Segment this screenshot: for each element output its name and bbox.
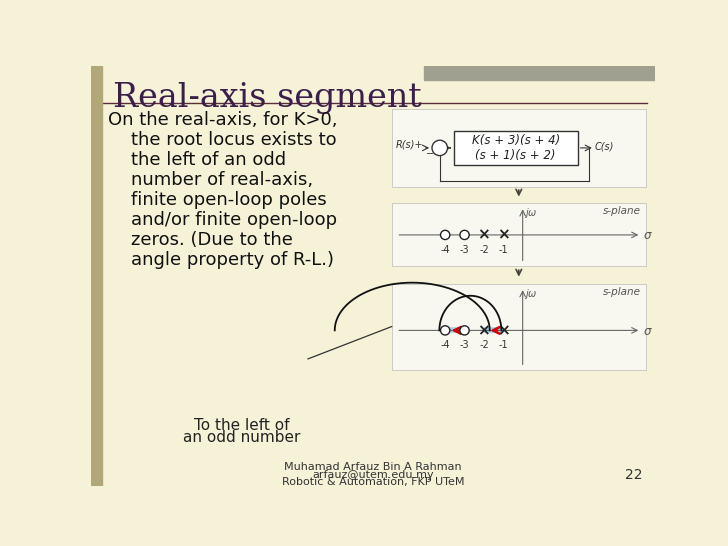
Text: 22: 22 — [625, 468, 642, 482]
Text: number of real-axis,: number of real-axis, — [108, 171, 313, 189]
Circle shape — [460, 326, 470, 335]
Text: the left of an odd: the left of an odd — [108, 151, 286, 169]
Text: $j\omega$: $j\omega$ — [524, 206, 538, 221]
Text: $j\omega$: $j\omega$ — [524, 287, 538, 301]
Circle shape — [440, 230, 450, 240]
Text: -1: -1 — [499, 245, 508, 255]
Text: -3: -3 — [460, 340, 470, 351]
Text: zeros. (Due to the: zeros. (Due to the — [108, 231, 293, 249]
Text: ×: × — [497, 228, 510, 242]
Bar — [454, 131, 578, 165]
Text: Real-axis segment: Real-axis segment — [113, 82, 422, 114]
Text: s-plane: s-plane — [604, 206, 641, 216]
Text: R(s)+: R(s)+ — [395, 140, 423, 150]
Text: ×: × — [497, 323, 510, 338]
Text: -2: -2 — [479, 340, 488, 351]
Text: finite open-loop poles: finite open-loop poles — [108, 191, 327, 209]
Text: −: − — [427, 150, 435, 159]
Text: angle property of R-L.): angle property of R-L.) — [108, 251, 334, 269]
Text: -4: -4 — [440, 245, 450, 255]
Text: To the left of: To the left of — [194, 418, 290, 433]
Text: ×: × — [478, 323, 490, 338]
Bar — [424, 66, 655, 80]
Text: Robotic & Automation, FKP UTeM: Robotic & Automation, FKP UTeM — [282, 477, 464, 487]
Text: K(s + 3)(s + 4): K(s + 3)(s + 4) — [472, 134, 560, 147]
Bar — [392, 109, 646, 187]
Circle shape — [432, 140, 448, 156]
Bar — [392, 284, 646, 370]
Text: Muhamad Arfauz Bin A Rahman: Muhamad Arfauz Bin A Rahman — [285, 462, 462, 472]
Text: ×: × — [478, 228, 490, 242]
Text: $\sigma$: $\sigma$ — [643, 325, 652, 337]
Text: s-plane: s-plane — [604, 287, 641, 297]
Text: -3: -3 — [460, 245, 470, 255]
Text: -1: -1 — [499, 340, 508, 351]
Text: (s + 1)(s + 2): (s + 1)(s + 2) — [475, 149, 556, 162]
Text: On the real-axis, for K>0,: On the real-axis, for K>0, — [108, 111, 338, 129]
Text: an odd number: an odd number — [183, 430, 301, 445]
Text: and/or finite open-loop: and/or finite open-loop — [108, 211, 337, 229]
Text: C(s): C(s) — [595, 141, 614, 151]
Text: $\sigma$: $\sigma$ — [643, 229, 652, 242]
Circle shape — [460, 230, 470, 240]
Text: -4: -4 — [440, 340, 450, 351]
Bar — [91, 66, 102, 486]
Circle shape — [440, 326, 450, 335]
Bar — [392, 203, 646, 266]
Text: the root locus exists to: the root locus exists to — [108, 131, 336, 149]
Text: arfauz@utem.edu.my: arfauz@utem.edu.my — [312, 470, 434, 480]
Text: -2: -2 — [479, 245, 488, 255]
